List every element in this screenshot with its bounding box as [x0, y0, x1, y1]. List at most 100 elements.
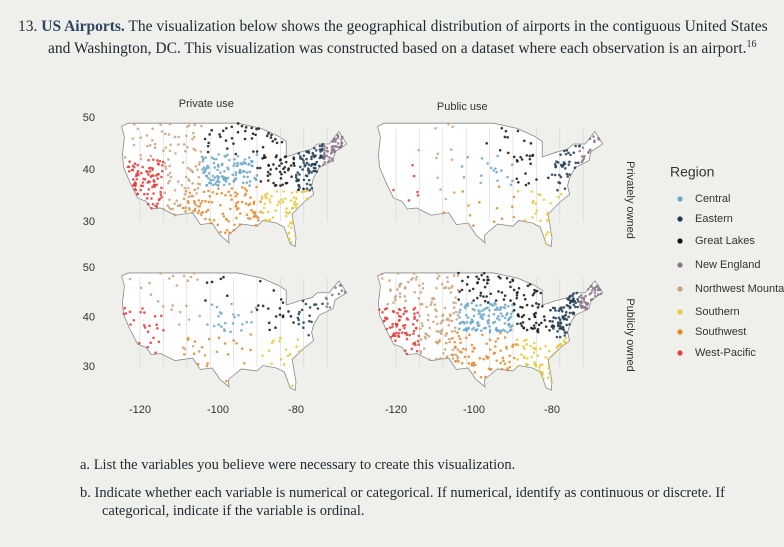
airport-dot	[267, 179, 270, 182]
airport-dot	[168, 149, 172, 153]
airport-dot	[475, 304, 478, 307]
airport-dot	[472, 299, 475, 302]
airport-dot	[241, 170, 245, 173]
airport-dot	[215, 192, 219, 196]
airport-dot	[572, 312, 575, 316]
airport-dot	[453, 340, 456, 344]
airport-dot	[383, 308, 387, 311]
airport-dot	[156, 299, 160, 303]
airport-dot	[166, 181, 170, 185]
airport-dot	[155, 323, 158, 327]
airport-dot	[417, 343, 421, 346]
airport-dot	[295, 178, 299, 181]
airport-dot	[513, 356, 516, 360]
airport-dot	[544, 233, 548, 236]
airport-dot	[438, 338, 442, 342]
problem-number: 13.	[18, 18, 38, 35]
airport-dot	[564, 152, 568, 156]
airport-dot	[177, 135, 181, 139]
airport-dot	[557, 323, 560, 326]
airport-dot	[250, 310, 253, 314]
airport-dot	[567, 304, 570, 308]
airport-dot	[577, 300, 580, 303]
airport-dot	[443, 286, 446, 290]
airport-dot	[525, 154, 529, 157]
airport-dot	[238, 223, 242, 226]
airport-dot	[230, 302, 233, 306]
airport-dot	[202, 171, 205, 175]
airport-dot	[147, 158, 150, 162]
airport-dot	[515, 294, 519, 297]
airport-dot	[501, 356, 505, 360]
airport-dot	[310, 186, 314, 190]
airport-dot	[417, 148, 421, 152]
airport-dot	[416, 194, 420, 197]
airport-dot	[139, 157, 143, 161]
airport-dot	[230, 125, 234, 129]
airport-dot	[194, 148, 197, 152]
airport-dot	[146, 345, 150, 349]
airport-dot	[500, 367, 504, 371]
airport-dot	[510, 324, 514, 327]
airport-dot	[278, 313, 282, 317]
airport-dot	[439, 321, 443, 325]
airport-dot	[445, 355, 449, 358]
airport-dot	[150, 138, 154, 142]
airport-dot	[202, 157, 205, 161]
airport-dot	[272, 163, 275, 166]
airport-dot	[408, 333, 412, 337]
airport-dot	[474, 329, 477, 332]
airport-dot	[557, 195, 560, 199]
airport-dot	[308, 188, 312, 192]
airport-dot	[217, 314, 220, 318]
airport-dot	[181, 206, 185, 210]
airport-dot	[302, 321, 305, 324]
airport-dot	[261, 354, 264, 357]
airport-dot	[398, 318, 401, 322]
airport-dot	[414, 343, 417, 347]
airport-dot	[509, 299, 512, 302]
airport-dot	[597, 138, 601, 141]
airport-dot	[157, 340, 161, 344]
airport-dot	[226, 166, 229, 169]
legend-dot	[677, 196, 683, 202]
airport-dot	[334, 140, 337, 143]
airport-dot	[206, 323, 209, 326]
airport-dot	[481, 309, 484, 312]
airport-dot	[216, 223, 220, 227]
airport-dot	[330, 151, 334, 154]
airport-dot	[203, 354, 207, 357]
airport-dot	[427, 313, 430, 317]
airport-dot	[234, 194, 238, 198]
airport-dot	[235, 341, 238, 345]
airport-dot	[222, 183, 226, 187]
airport-dot	[167, 158, 170, 161]
airport-dot	[551, 320, 554, 323]
airport-dot	[525, 362, 528, 366]
airport-dot	[187, 201, 190, 205]
airport-dot	[547, 349, 551, 353]
airport-dot	[211, 174, 215, 178]
airport-dot	[499, 331, 502, 335]
airport-dot	[254, 306, 258, 310]
airport-dot	[297, 183, 301, 187]
airport-dot	[484, 375, 487, 379]
airport-dot	[392, 332, 396, 335]
airport-dot	[561, 326, 565, 330]
airport-dot	[494, 167, 497, 170]
airport-dot	[255, 185, 258, 189]
airport-dot	[489, 368, 492, 371]
airport-dot	[307, 333, 310, 337]
airport-dot	[498, 318, 501, 321]
airport-dot	[485, 295, 488, 298]
airport-dot	[560, 310, 564, 313]
airport-dot	[458, 308, 462, 312]
airport-dot	[141, 184, 145, 188]
airport-dot	[486, 281, 489, 285]
airport-dot	[498, 148, 502, 152]
airport-dot	[207, 189, 210, 193]
airport-dot	[127, 170, 131, 173]
airport-dot	[199, 213, 203, 217]
airport-dot	[413, 315, 416, 319]
airport-dot	[275, 154, 278, 157]
